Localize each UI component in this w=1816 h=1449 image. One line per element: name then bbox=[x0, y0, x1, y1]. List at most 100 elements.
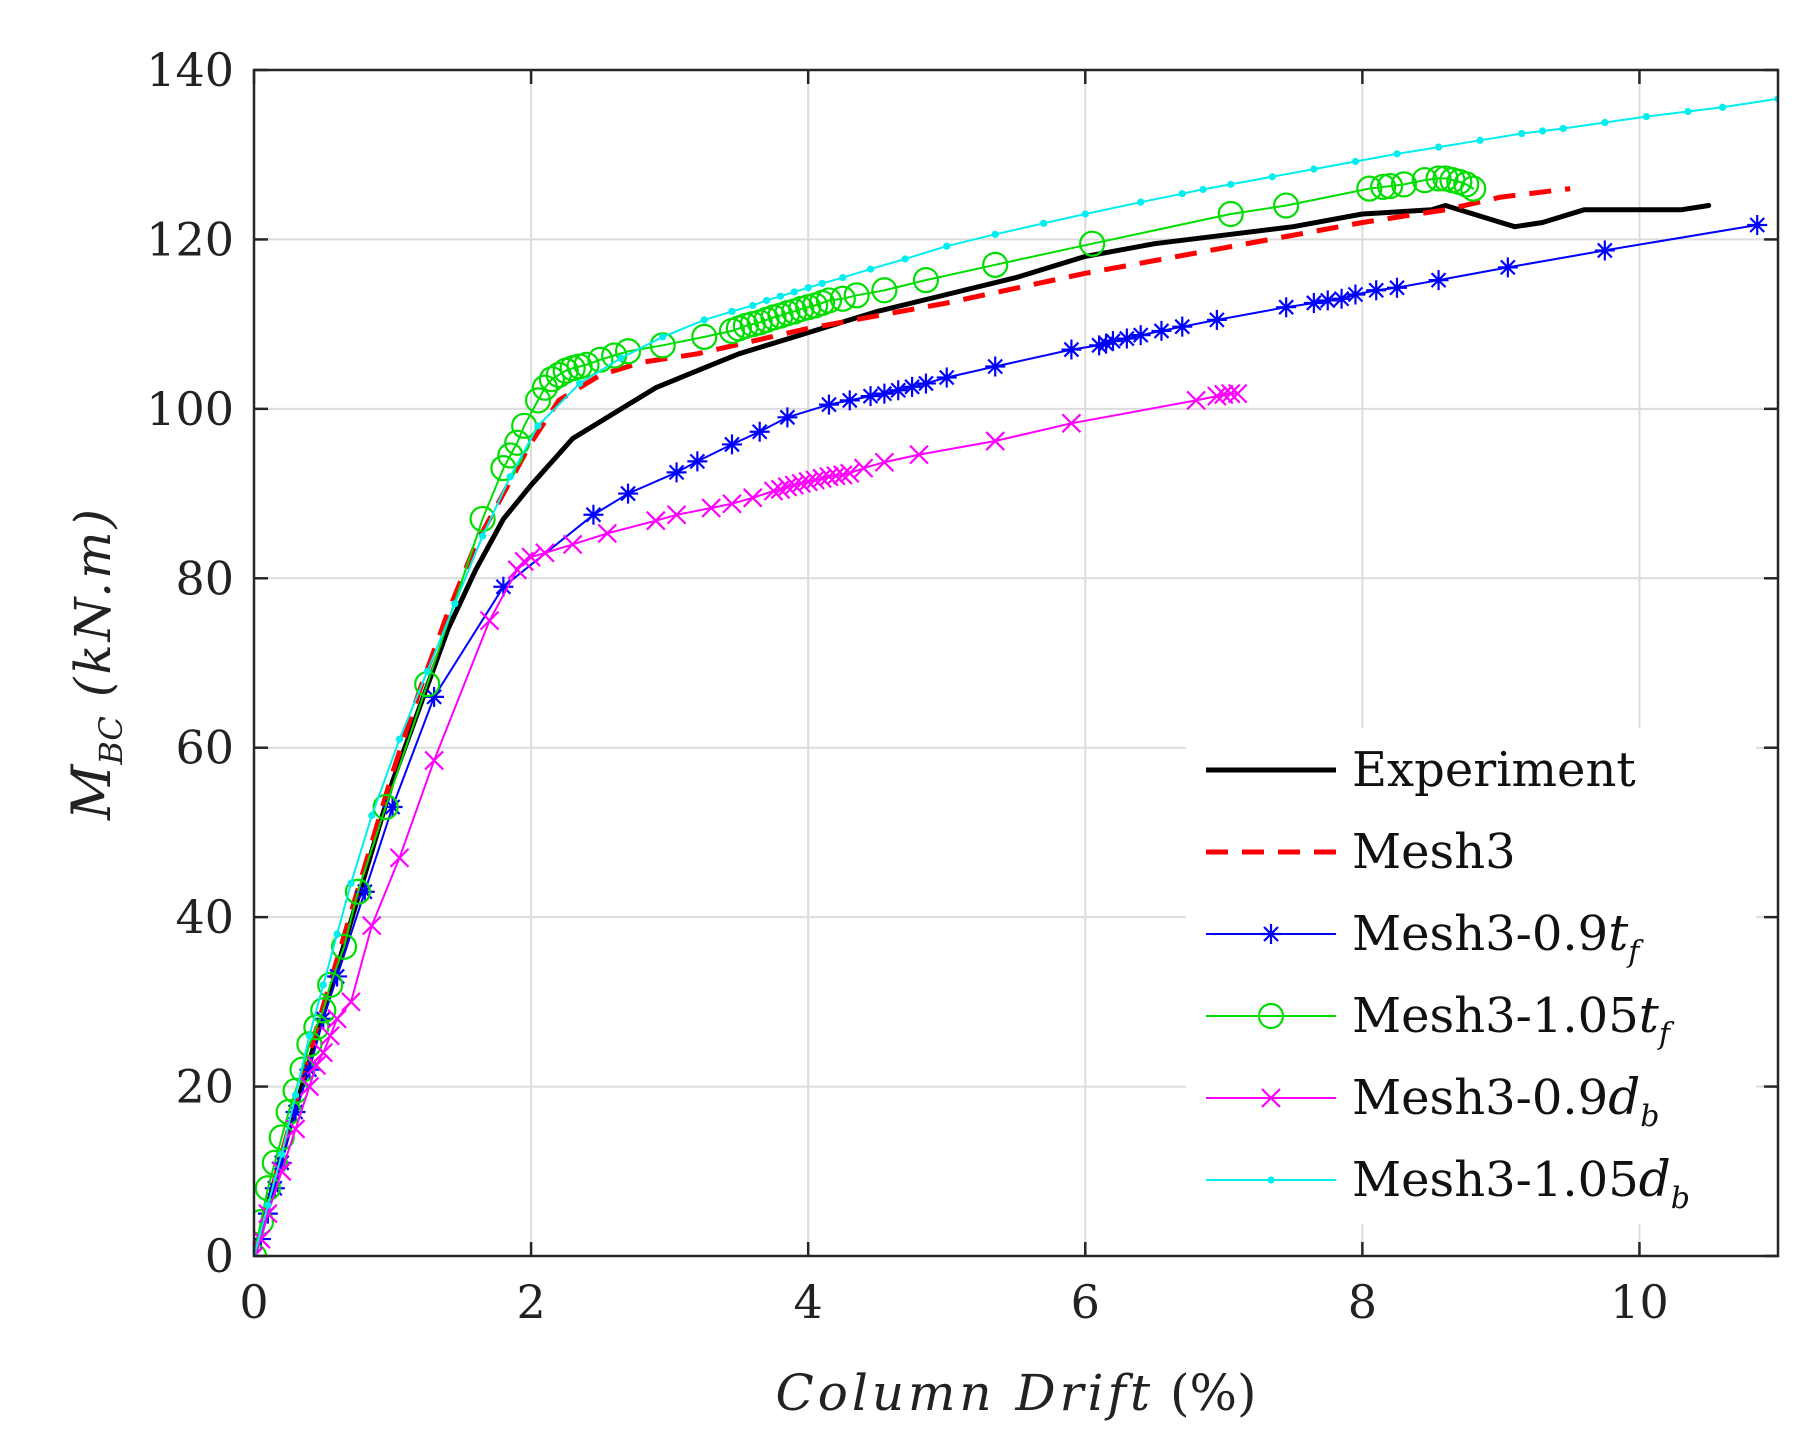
marker-dot bbox=[278, 1150, 286, 1158]
marker-cross bbox=[424, 750, 444, 771]
legend: ExperimentMesh3Mesh3-0.9tfMesh3-1.05tfMe… bbox=[1186, 728, 1756, 1224]
axes-frame bbox=[252, 68, 1780, 1258]
y-axis-label: MBC (kN.m) bbox=[60, 506, 130, 821]
marker-cross bbox=[1186, 390, 1206, 411]
y-tick-label: 20 bbox=[175, 1060, 234, 1114]
marker-star bbox=[1102, 331, 1123, 352]
marker-star bbox=[1428, 270, 1449, 291]
marker-circle bbox=[1257, 1002, 1285, 1030]
y-tick-label: 100 bbox=[146, 382, 234, 436]
marker-dot bbox=[319, 981, 327, 989]
marker-star bbox=[874, 383, 895, 404]
grid-lines bbox=[254, 70, 1778, 1256]
x-tick-label: 10 bbox=[1610, 1275, 1669, 1329]
marker-dot bbox=[368, 811, 376, 820]
marker-star bbox=[1594, 240, 1615, 261]
marker-dot bbox=[1642, 112, 1650, 121]
marker-circle bbox=[1370, 173, 1397, 201]
marker-star bbox=[618, 483, 639, 504]
marker-dot bbox=[776, 292, 785, 300]
series-mesh3-1-05db bbox=[254, 95, 1778, 1256]
marker-cross bbox=[985, 431, 1005, 451]
marker-dot bbox=[943, 242, 951, 250]
series-mesh3-1-05tf bbox=[254, 165, 1487, 1256]
marker-dot bbox=[305, 1032, 314, 1040]
marker-star bbox=[1276, 297, 1297, 318]
marker-circle bbox=[829, 285, 856, 312]
marker-dot bbox=[423, 667, 431, 676]
marker-dot bbox=[1199, 185, 1207, 194]
marker-star bbox=[777, 407, 798, 428]
series-line bbox=[254, 392, 1239, 1256]
marker-dot bbox=[451, 600, 459, 608]
marker-cross bbox=[327, 1009, 347, 1029]
marker-cross bbox=[320, 1025, 340, 1046]
marker-cross bbox=[666, 504, 687, 525]
marker-star bbox=[1366, 280, 1387, 301]
marker-cross bbox=[521, 547, 541, 567]
marker-star bbox=[299, 1059, 320, 1080]
marker-cross bbox=[701, 498, 721, 518]
marker-cross bbox=[361, 915, 382, 936]
marker-dot bbox=[347, 879, 355, 887]
marker-dot bbox=[1518, 129, 1526, 138]
marker-cross bbox=[763, 481, 784, 501]
y-tick-label: 60 bbox=[175, 721, 234, 775]
legend-box bbox=[1186, 728, 1756, 1224]
marker-dot bbox=[1310, 165, 1318, 173]
marker-star bbox=[1061, 339, 1082, 360]
marker-star bbox=[915, 373, 936, 394]
marker-dot bbox=[1476, 136, 1484, 144]
marker-star bbox=[687, 451, 708, 472]
marker-cross bbox=[1220, 383, 1241, 404]
marker-star bbox=[382, 797, 403, 818]
marker-cross bbox=[646, 510, 666, 531]
marker-dot bbox=[1393, 150, 1401, 158]
marker-star bbox=[271, 1152, 292, 1173]
legend-label-subscript: b bbox=[1640, 1099, 1659, 1134]
marker-dot bbox=[659, 333, 667, 341]
x-axis-label-italic: Column Drift bbox=[775, 1364, 1154, 1422]
marker-circle bbox=[372, 793, 399, 821]
marker-dot bbox=[763, 296, 771, 305]
legend-label-variable: d bbox=[1639, 1150, 1671, 1208]
marker-dot bbox=[1268, 173, 1276, 181]
marker-star bbox=[721, 434, 742, 455]
marker-dot bbox=[333, 930, 341, 938]
marker-cross bbox=[389, 848, 410, 868]
marker-dot bbox=[1227, 180, 1235, 188]
marker-circle bbox=[538, 366, 565, 393]
legend-label-main: Mesh3-1.05 bbox=[1352, 988, 1639, 1044]
marker-circle bbox=[1376, 172, 1404, 200]
x-axis-label-unit: (%) bbox=[1154, 1364, 1256, 1422]
marker-circle bbox=[982, 251, 1009, 278]
marker-cross bbox=[1261, 1088, 1281, 1108]
legend-label-variable: d bbox=[1608, 1068, 1640, 1126]
marker-circle bbox=[614, 338, 642, 365]
marker-circle bbox=[871, 277, 898, 304]
series-mesh3-0-9db bbox=[254, 383, 1248, 1256]
marker-dot bbox=[1538, 127, 1547, 135]
marker-cross bbox=[535, 543, 555, 563]
marker-cross bbox=[254, 1246, 264, 1256]
y-axis-label-unit: (kN.m) bbox=[64, 506, 122, 716]
marker-circle bbox=[330, 933, 358, 960]
marker-dot bbox=[700, 316, 708, 324]
marker-cross bbox=[479, 610, 500, 631]
marker-dot bbox=[901, 255, 909, 263]
marker-star bbox=[1317, 290, 1338, 311]
marker-star bbox=[493, 576, 514, 597]
marker-circle bbox=[310, 997, 337, 1024]
marker-star bbox=[1387, 277, 1407, 298]
marker-star bbox=[1096, 333, 1117, 354]
legend-label-variable: t bbox=[1639, 986, 1660, 1044]
plot-frame bbox=[252, 68, 1780, 1258]
marker-dot bbox=[506, 473, 514, 481]
marker-circle bbox=[1411, 167, 1438, 194]
y-tick-label: 120 bbox=[146, 212, 234, 266]
marker-circle bbox=[344, 878, 372, 905]
marker-dot bbox=[749, 301, 757, 310]
marker-star bbox=[1130, 325, 1151, 346]
